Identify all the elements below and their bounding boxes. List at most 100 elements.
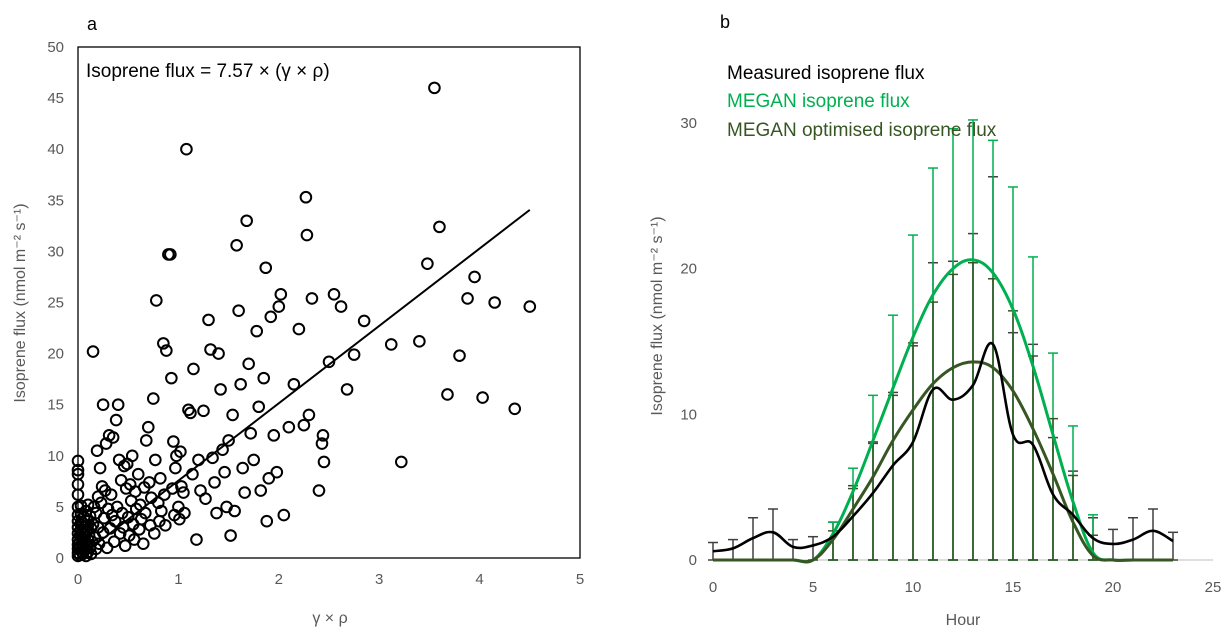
- a-data-point: [154, 471, 167, 485]
- a-y-tick-label: 15: [47, 397, 64, 414]
- a-data-point: [260, 514, 274, 528]
- a-data-point: [232, 304, 245, 317]
- a-data-point: [142, 476, 156, 489]
- a-data-point: [228, 504, 241, 518]
- a-data-point: [169, 461, 182, 475]
- a-data-point: [270, 465, 284, 479]
- a-data-point: [177, 486, 190, 499]
- a-data-point: [312, 484, 326, 497]
- a-data-point: [202, 313, 215, 327]
- a-data-point: [118, 539, 132, 553]
- a-data-point: [340, 383, 354, 396]
- b-y-tick-label: 20: [680, 261, 697, 278]
- b-y-tick-label: 0: [689, 552, 697, 569]
- a-x-tick-label: 4: [475, 571, 483, 588]
- a-data-point: [421, 257, 434, 270]
- a-data-point: [210, 506, 223, 520]
- a-data-point: [242, 357, 255, 371]
- a-y-tick-label: 20: [47, 346, 64, 363]
- a-data-point: [152, 496, 165, 510]
- a-data-point: [302, 408, 316, 422]
- a-x-tick-label: 3: [375, 571, 383, 588]
- a-data-point: [184, 406, 197, 420]
- a-data-point: [299, 190, 313, 204]
- a-data-point: [99, 437, 113, 450]
- b-x-tick-label: 10: [905, 579, 922, 596]
- a-data-point: [147, 392, 160, 405]
- panel-b-x-axis-label: Hour: [946, 612, 981, 629]
- a-data-point: [441, 388, 454, 401]
- a-data-point: [305, 292, 319, 305]
- panel-b-y-axis-label: Isoprene flux (nmol m⁻² s⁻¹): [649, 216, 666, 415]
- b-x-tick-label: 5: [809, 579, 817, 596]
- a-data-point: [413, 335, 426, 348]
- a-data-point: [238, 486, 251, 499]
- a-y-tick-label: 40: [47, 141, 64, 158]
- panel-b-x-ticks: 0 5 10 15 20 25: [709, 579, 1222, 596]
- a-data-point: [357, 314, 371, 328]
- a-data-point: [315, 437, 329, 450]
- series-measured-line: [712, 341, 1174, 553]
- series-megan-optimised-line: [713, 360, 1173, 564]
- a-data-point: [93, 461, 107, 475]
- legend-measured: Measured isoprene flux: [727, 63, 925, 84]
- a-data-point: [347, 348, 361, 361]
- panel-a-points: [71, 81, 537, 563]
- panel-a-y-axis-label: Isoprene flux (nmol m⁻² s⁻¹): [12, 203, 29, 402]
- a-data-point: [257, 371, 271, 385]
- a-data-point: [316, 429, 330, 442]
- legend-megan-optimised: MEGAN optimised isoprene flux: [727, 120, 997, 141]
- a-data-point: [262, 471, 276, 485]
- a-y-tick-label: 25: [47, 295, 64, 312]
- a-data-point: [433, 220, 446, 234]
- a-data-point: [274, 288, 288, 301]
- a-data-point: [287, 377, 301, 391]
- a-data-point: [187, 362, 200, 376]
- a-data-point: [71, 467, 85, 481]
- a-data-point: [77, 510, 91, 524]
- panel-a-y-ticks: 0 5 10 15 20 25 30 35 40 45 50: [47, 39, 64, 567]
- a-data-point: [157, 337, 170, 350]
- panel-b: b 0 10 20 30 0 5 10 15 20 25 Measured isoprene f…: [649, 12, 1221, 629]
- a-data-point: [334, 300, 348, 313]
- panel-a-fit-line: [77, 209, 531, 559]
- panel-a-letter: a: [87, 14, 98, 34]
- a-y-tick-label: 50: [47, 39, 64, 56]
- a-data-point: [192, 453, 205, 467]
- a-data-point: [523, 300, 537, 313]
- panel-a-x-ticks: 0 1 2 3 4 5: [74, 571, 584, 588]
- a-data-point: [236, 461, 249, 475]
- panel-a-equation: Isoprene flux = 7.57 × (γ × ρ): [86, 61, 330, 82]
- a-data-point: [82, 529, 96, 542]
- a-x-tick-label: 2: [275, 571, 283, 588]
- a-data-point: [108, 514, 122, 528]
- a-data-point: [461, 292, 474, 305]
- a-data-point: [254, 484, 268, 497]
- a-data-point: [109, 413, 123, 427]
- panel-b-series-lines: [712, 258, 1174, 564]
- a-data-point: [214, 383, 227, 396]
- a-data-point: [428, 81, 441, 95]
- a-y-tick-label: 35: [47, 192, 64, 209]
- a-data-point: [224, 529, 237, 542]
- a-data-point: [149, 453, 162, 467]
- a-data-point: [138, 506, 152, 520]
- a-data-point: [139, 434, 153, 447]
- a-x-tick-label: 5: [576, 571, 584, 588]
- a-data-point: [327, 288, 341, 301]
- a-y-tick-label: 5: [56, 499, 64, 516]
- a-data-point: [131, 467, 145, 481]
- a-data-point: [136, 537, 150, 550]
- a-data-point: [267, 429, 281, 442]
- a-data-point: [104, 488, 118, 501]
- a-data-point: [300, 228, 314, 242]
- a-data-point: [170, 449, 183, 463]
- a-data-point: [453, 349, 466, 362]
- a-data-point: [164, 248, 177, 261]
- b-x-tick-label: 15: [1005, 579, 1022, 596]
- a-data-point: [150, 294, 163, 307]
- a-x-tick-label: 1: [174, 571, 182, 588]
- a-data-point: [190, 533, 203, 546]
- legend-megan: MEGAN isoprene flux: [727, 91, 910, 112]
